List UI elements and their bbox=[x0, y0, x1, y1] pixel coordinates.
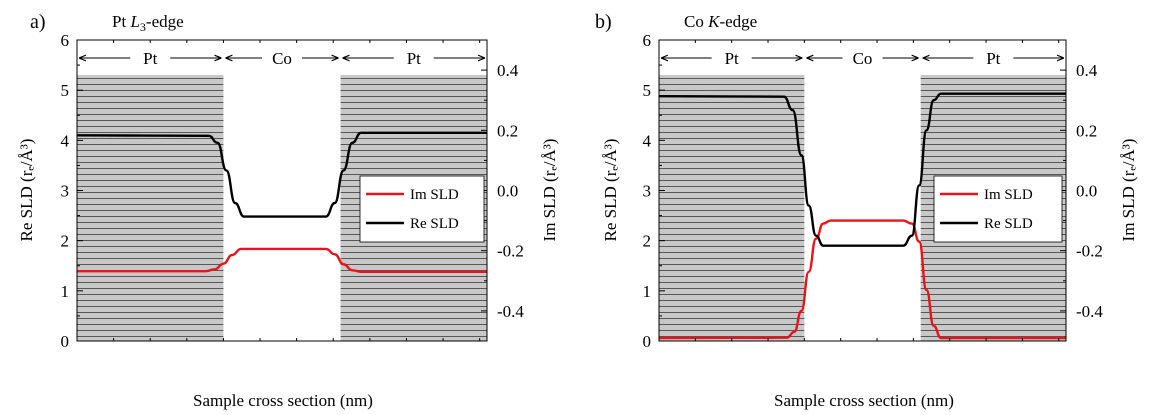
panel-b-title-suffix: -edge bbox=[719, 12, 757, 31]
panel-b-region-label-1: Co bbox=[853, 49, 873, 68]
panel-b-ylabel-right: Im SLD (rₑ/Å³) bbox=[1119, 139, 1138, 242]
panel-b: b) Co K-edge Pt Co Pt 0 1 2 3 4 5 6 -0.4 -0.2 0.0 0.2… bbox=[595, 11, 1138, 410]
panel-b-ylabel-left: Re SLD (rₑ/Å³) bbox=[601, 139, 620, 242]
panel-a-series-re-sld bbox=[76, 131, 487, 218]
panel-b-series-im-sld bbox=[658, 219, 1066, 340]
panel-b-ytick-left-label: 1 bbox=[643, 282, 652, 301]
panel-b-xlabel: Sample cross section (nm) bbox=[774, 391, 954, 410]
panel-b-legend: Im SLD Re SLD bbox=[933, 175, 1063, 243]
panel-a-ytick-right-label: -0.2 bbox=[497, 242, 524, 261]
panel-a-ytick-left-label: 4 bbox=[61, 131, 70, 150]
panel-b-ytick-right-label: 0.0 bbox=[1076, 182, 1097, 201]
panel-a-ytick-left-label: 2 bbox=[61, 232, 70, 251]
panel-b-legend-im-label: Im SLD bbox=[984, 187, 1033, 203]
panel-a-legend: Im SLD Re SLD bbox=[359, 175, 485, 243]
panel-a-title-prefix: Pt bbox=[112, 12, 130, 31]
panel-a-xlabel: Sample cross section (nm) bbox=[193, 391, 373, 410]
panel-b-title: Co K-edge bbox=[684, 12, 757, 31]
panel-b-ytick-left-label: 4 bbox=[643, 131, 652, 150]
panel-b-label: b) bbox=[595, 11, 612, 33]
panel-a-title: Pt L3-edge bbox=[112, 12, 184, 34]
panel-b-region-hatch-0 bbox=[659, 75, 805, 341]
panel-a-region-label-1: Co bbox=[272, 49, 292, 68]
panel-a-ytick-right-label: 0.4 bbox=[497, 61, 519, 80]
panel-a-ytick-right-label: 0.2 bbox=[497, 121, 518, 140]
panel-b-ytick-left-label: 5 bbox=[643, 81, 652, 100]
panel-b-ytick-right-label: 0.4 bbox=[1076, 61, 1098, 80]
panel-a-ytick-right-label: 0.0 bbox=[497, 182, 518, 201]
panel-b-region-label-2: Pt bbox=[986, 49, 1000, 68]
panel-b-title-prefix: Co bbox=[684, 12, 708, 31]
panel-b-legend-box bbox=[933, 175, 1063, 243]
panel-a-region-label-0: Pt bbox=[143, 49, 157, 68]
panel-a-ytick-left-label: 0 bbox=[61, 332, 70, 351]
panel-b-ytick-left-label: 3 bbox=[643, 182, 652, 201]
panel-a-region-hatch-0 bbox=[77, 75, 224, 341]
panel-a-title-suffix: -edge bbox=[146, 12, 184, 31]
panel-a-series-im-sld bbox=[77, 247, 487, 273]
panel-b-ytick-left-label: 2 bbox=[643, 232, 652, 251]
panel-b-ytick-right-label: -0.2 bbox=[1076, 242, 1103, 261]
panel-b-ytick-right-label: 0.2 bbox=[1076, 121, 1097, 140]
panel-b-series-re-sld bbox=[658, 92, 1066, 247]
panel-a-legend-im-label: Im SLD bbox=[410, 187, 459, 203]
panel-b-legend-re-label: Re SLD bbox=[984, 216, 1033, 232]
panel-a-label: a) bbox=[30, 11, 46, 33]
panel-a-ylabel-right: Im SLD (rₑ/Å³) bbox=[540, 139, 559, 242]
panel-a-ylabel-left: Re SLD (rₑ/Å³) bbox=[17, 139, 36, 242]
panel-b-region-label-0: Pt bbox=[725, 49, 739, 68]
panel-a-legend-re-label: Re SLD bbox=[410, 216, 459, 232]
panel-b-ytick-left-label: 6 bbox=[643, 31, 652, 50]
panel-b-ytick-left-label: 0 bbox=[643, 332, 652, 351]
panel-a-ytick-left-label: 6 bbox=[61, 31, 70, 50]
panel-a-ytick-left-label: 5 bbox=[61, 81, 70, 100]
panel-b-title-edge: K bbox=[707, 12, 721, 31]
panel-a-ytick-left-label: 3 bbox=[61, 182, 70, 201]
panel-a-ytick-left-label: 1 bbox=[61, 282, 70, 301]
panel-a-title-edge: L bbox=[129, 12, 139, 31]
panel-b-ytick-right-label: -0.4 bbox=[1076, 302, 1103, 321]
panel-a-plot: Pt Co Pt 0 1 2 3 4 5 6 -0.4 -0.2 0.0 0.2 0.4 bbox=[61, 31, 525, 351]
panel-a-title-edge-sub: 3 bbox=[140, 20, 146, 34]
panel-a-region-label-2: Pt bbox=[407, 49, 421, 68]
panel-a-ytick-right-label: -0.4 bbox=[497, 302, 524, 321]
panel-a: a) Pt L3-edge Pt Co Pt0123456-0.4-0.20.00.… bbox=[17, 11, 559, 410]
panel-a-legend-box bbox=[359, 175, 485, 243]
